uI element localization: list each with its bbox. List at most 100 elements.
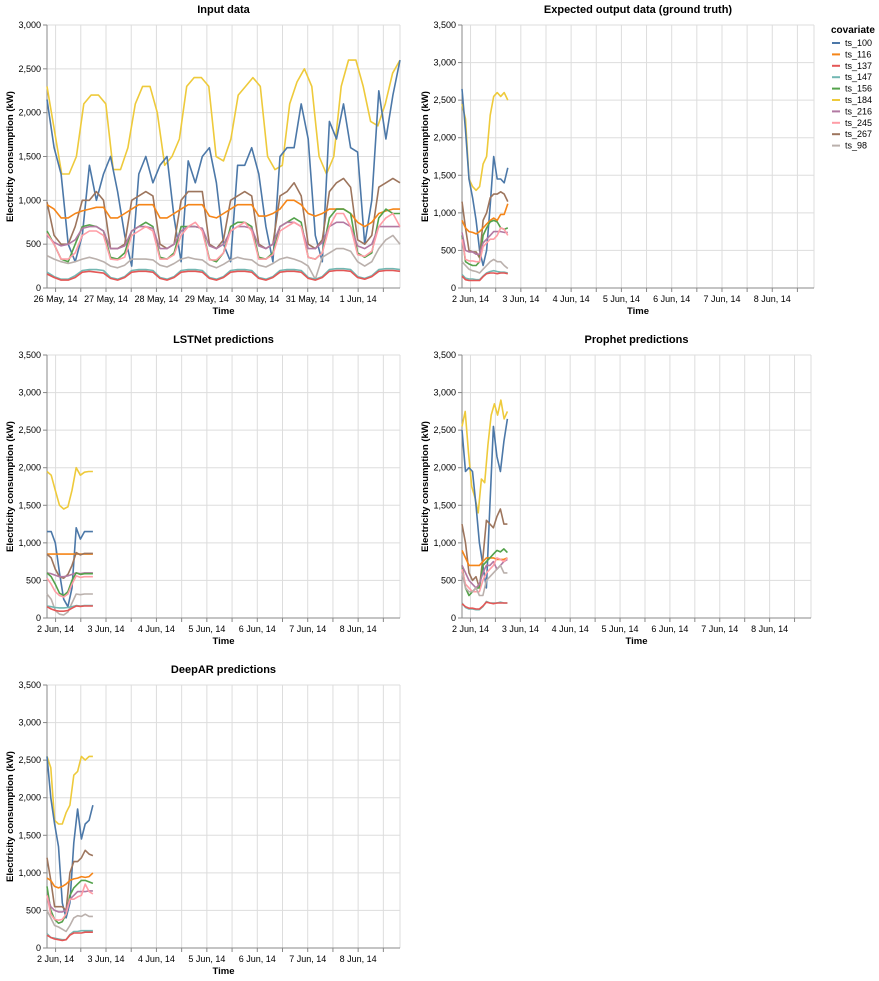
x-axis-title: Time bbox=[212, 966, 234, 977]
series-line-ts_184 bbox=[461, 399, 509, 514]
series-line-ts_116 bbox=[461, 203, 509, 235]
y-tick-label: 1,500 bbox=[18, 152, 41, 162]
y-tick-label: 3,500 bbox=[433, 350, 456, 360]
series-line-ts_116 bbox=[46, 199, 400, 228]
legend-label: ts_147 bbox=[845, 72, 872, 82]
x-tick-label: 6 Jun, 14 bbox=[239, 624, 276, 634]
x-tick-label: 6 Jun, 14 bbox=[239, 954, 276, 964]
legend-label: ts_184 bbox=[845, 95, 872, 105]
series-line-ts_267 bbox=[46, 177, 401, 250]
series-line-ts_216 bbox=[461, 230, 508, 255]
series-line-ts_245 bbox=[46, 212, 401, 261]
input-data-chart: Input data 0 500 1,000 1,500 2,000 2,500 3,000 2… bbox=[5, 4, 401, 317]
x-tick-label: 2 Jun, 14 bbox=[452, 294, 489, 304]
chart-title: LSTNet predictions bbox=[173, 334, 274, 346]
x-tick-label: 7 Jun, 14 bbox=[703, 294, 740, 304]
series-line-ts_156 bbox=[461, 219, 509, 267]
chart-title: Expected output data (ground truth) bbox=[544, 4, 733, 16]
legend-label: ts_156 bbox=[845, 84, 872, 94]
y-tick-label: 500 bbox=[441, 245, 456, 255]
x-tick-label: 5 Jun, 14 bbox=[602, 624, 639, 634]
x-tick-label: 26 May, 14 bbox=[34, 294, 78, 304]
y-tick-label: 2,000 bbox=[18, 793, 41, 803]
y-tick-label: 500 bbox=[26, 905, 41, 915]
x-axis-title: Time bbox=[625, 636, 647, 647]
series-line-ts_100 bbox=[47, 526, 93, 608]
y-tick-label: 1,500 bbox=[433, 170, 456, 180]
legend-label: ts_137 bbox=[845, 61, 872, 71]
x-tick-label: 29 May, 14 bbox=[185, 294, 229, 304]
y-axis-title: Electricity consumption (kW) bbox=[420, 91, 431, 222]
legend-label: ts_267 bbox=[845, 129, 872, 139]
x-tick-label: 1 Jun, 14 bbox=[340, 294, 377, 304]
x-tick-label: 7 Jun, 14 bbox=[289, 954, 326, 964]
x-tick-label: 5 Jun, 14 bbox=[188, 624, 225, 634]
ground-truth-chart: Expected output data (ground truth) 0 500 1… bbox=[420, 4, 815, 317]
lstnet-predictions-chart: LSTNet predictions 0 500 1,000 1,500 2,000 2,5… bbox=[5, 334, 401, 647]
series-line-ts_267 bbox=[461, 508, 508, 589]
y-tick-label: 2,500 bbox=[18, 425, 41, 435]
x-tick-label: 2 Jun, 14 bbox=[452, 624, 489, 634]
legend-label: ts_245 bbox=[845, 118, 872, 128]
y-tick-label: 1,000 bbox=[18, 195, 41, 205]
y-tick-label: 1,500 bbox=[18, 830, 41, 840]
x-tick-label: 4 Jun, 14 bbox=[138, 624, 175, 634]
deepar-predictions-chart: DeepAR predictions 0 500 1,000 1,500 2,000 2,5… bbox=[5, 664, 401, 977]
x-tick-label: 4 Jun, 14 bbox=[552, 624, 589, 634]
series-line-ts_216 bbox=[46, 221, 400, 250]
x-tick-label: 6 Jun, 14 bbox=[651, 624, 688, 634]
y-tick-label: 2,500 bbox=[433, 95, 456, 105]
series-line-ts_100 bbox=[46, 59, 401, 267]
legend-label: ts_216 bbox=[845, 106, 872, 116]
x-axis-title: Time bbox=[627, 306, 649, 317]
series-line-ts_98 bbox=[46, 234, 401, 281]
y-tick-label: 1,000 bbox=[433, 208, 456, 218]
x-tick-label: 2 Jun, 14 bbox=[37, 624, 74, 634]
series-line-ts_98 bbox=[461, 258, 509, 274]
x-tick-label: 8 Jun, 14 bbox=[340, 624, 377, 634]
series-line-ts_267 bbox=[46, 551, 93, 580]
y-axis-title: Electricity consumption (kW) bbox=[420, 421, 431, 552]
x-tick-label: 7 Jun, 14 bbox=[701, 624, 738, 634]
x-tick-label: 5 Jun, 14 bbox=[603, 294, 640, 304]
y-tick-label: 3,000 bbox=[433, 58, 456, 68]
series-line-ts_245 bbox=[46, 883, 94, 922]
y-tick-label: 1,500 bbox=[18, 500, 41, 510]
x-tick-label: 8 Jun, 14 bbox=[754, 294, 791, 304]
series-line-ts_98 bbox=[461, 564, 508, 597]
y-tick-label: 1,000 bbox=[18, 538, 41, 548]
y-tick-label: 2,500 bbox=[18, 64, 41, 74]
x-tick-label: 6 Jun, 14 bbox=[653, 294, 690, 304]
legend-title: covariate bbox=[831, 25, 875, 36]
series-line-ts_184 bbox=[46, 59, 401, 175]
series-line-ts_137 bbox=[461, 272, 508, 282]
series-line-ts_184 bbox=[46, 466, 93, 510]
series-line-ts_137 bbox=[46, 269, 401, 281]
y-tick-label: 3,000 bbox=[18, 388, 41, 398]
chart-title: Input data bbox=[197, 4, 250, 16]
y-tick-label: 3,500 bbox=[18, 680, 41, 690]
x-tick-label: 2 Jun, 14 bbox=[37, 954, 74, 964]
y-tick-label: 2,000 bbox=[18, 463, 41, 473]
x-axis-title: Time bbox=[212, 306, 234, 317]
y-tick-label: 3,500 bbox=[18, 350, 41, 360]
y-tick-label: 0 bbox=[36, 943, 41, 953]
y-tick-label: 2,000 bbox=[433, 463, 456, 473]
chart-title: Prophet predictions bbox=[585, 334, 689, 346]
x-tick-label: 4 Jun, 14 bbox=[553, 294, 590, 304]
series-line-ts_267 bbox=[46, 849, 94, 912]
y-tick-label: 500 bbox=[26, 239, 41, 249]
x-tick-label: 28 May, 14 bbox=[135, 294, 179, 304]
series-line-ts_267 bbox=[461, 191, 509, 259]
x-tick-label: 3 Jun, 14 bbox=[87, 954, 124, 964]
y-tick-label: 3,000 bbox=[433, 388, 456, 398]
legend-label: ts_100 bbox=[845, 38, 872, 48]
y-tick-label: 2,500 bbox=[433, 425, 456, 435]
x-tick-label: 30 May, 14 bbox=[235, 294, 279, 304]
y-tick-label: 2,000 bbox=[433, 133, 456, 143]
series-line-ts_245 bbox=[46, 575, 93, 598]
x-tick-label: 5 Jun, 14 bbox=[188, 954, 225, 964]
y-tick-label: 3,000 bbox=[18, 20, 41, 30]
